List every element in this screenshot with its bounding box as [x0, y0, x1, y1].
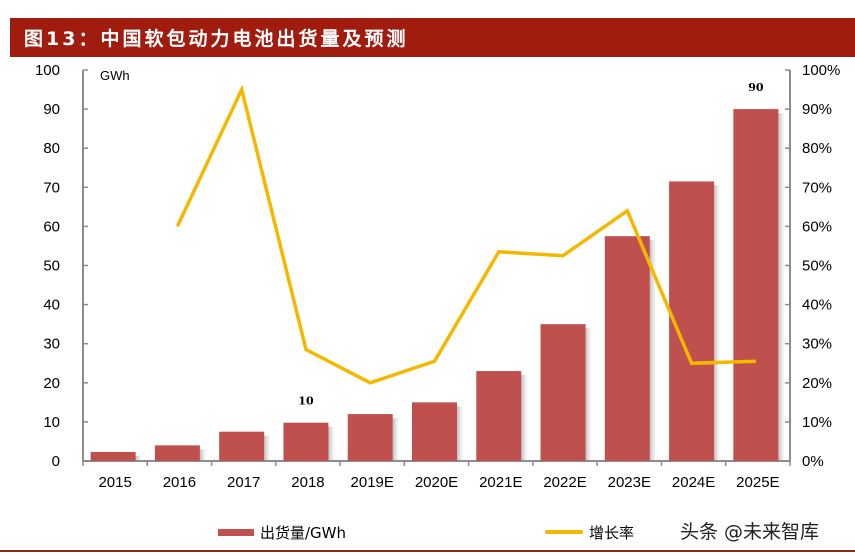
chart-title: 图13：中国软包动力电池出货量及预测: [24, 28, 409, 50]
x-axis-tick-label: 2017: [227, 474, 260, 491]
x-axis-tick-label: 2016: [163, 474, 196, 491]
chart-canvas: 0 10 20 30 40 50 60 70 80 90 100 GWh 0% 10% 20% 30% 40% 5…: [35, 62, 840, 491]
right-axis-tick-label: 30%: [802, 336, 832, 353]
bar-2016: [154, 445, 200, 461]
x-axis-tick-label: 2022E: [543, 474, 586, 491]
bar-2022E: [540, 324, 586, 461]
x-axis-tick-label: 2019E: [351, 474, 394, 491]
x-axis-tick-label: 2023E: [608, 474, 651, 491]
left-axis-tick-label: 90: [43, 101, 60, 118]
right-axis-tick-label: 60%: [802, 218, 832, 235]
bar-2025E: [733, 109, 779, 461]
title-bar: 图13：中国软包动力电池出货量及预测: [10, 18, 855, 57]
left-axis-tick-label: 10: [43, 414, 60, 431]
right-axis-tick-label: 80%: [802, 140, 832, 157]
x-axis-tick-label: 2018: [291, 474, 324, 491]
legend-label-growth: 增长率: [589, 523, 635, 542]
right-axis-tick-label: 0%: [802, 453, 824, 470]
right-axis-tick-label: 10%: [802, 414, 832, 431]
data-label: 10: [298, 395, 314, 408]
left-axis-tick-label: 30: [43, 336, 60, 353]
x-axis-tick-label: 2024E: [672, 474, 715, 491]
line-swatch-icon: [545, 530, 583, 534]
right-axis-tick-label: 90%: [802, 101, 832, 118]
x-axis-tick-label: 2020E: [415, 474, 458, 491]
left-axis-tick-label: 70: [43, 179, 60, 196]
left-axis-tick-label: 60: [43, 218, 60, 235]
watermark: 头条 @未来智库: [680, 521, 820, 543]
bar-2021E: [476, 371, 522, 461]
x-axis-tick-label: 2015: [98, 474, 131, 491]
right-axis-tick-label: 20%: [802, 375, 832, 392]
data-label: 90: [748, 81, 764, 94]
legend-item-growth: 增长率: [545, 520, 634, 544]
bar-2015: [90, 452, 136, 461]
x-axis-tick-label: 2021E: [479, 474, 522, 491]
right-axis-tick-label: 40%: [802, 297, 832, 314]
left-axis-tick-label: 40: [43, 297, 60, 314]
left-axis-unit: GWh: [100, 68, 130, 83]
bar-swatch-icon: [218, 528, 254, 536]
bottom-divider: [0, 550, 855, 552]
bar-2017: [219, 431, 265, 461]
left-axis-tick-label: 0: [52, 453, 60, 470]
right-axis-tick-label: 70%: [802, 179, 832, 196]
bar-2024E: [669, 181, 715, 461]
growth-rate-line: [175, 84, 756, 385]
bar-2020E: [412, 402, 457, 461]
left-axis-tick-label: 80: [43, 140, 60, 157]
x-axis-tick-label: 2025E: [736, 474, 779, 491]
left-axis-tick-label: 20: [43, 375, 60, 392]
right-axis-tick-label: 50%: [802, 258, 832, 275]
left-axis-tick-label: 50: [43, 258, 60, 275]
legend-item-shipments: 出货量/GWh: [218, 520, 346, 544]
legend-label-shipments: 出货量/GWh: [260, 523, 347, 542]
bar-2023E: [604, 236, 650, 461]
bar-2018: [283, 422, 329, 461]
bar-2019E: [347, 414, 393, 461]
left-axis-tick-label: 100: [35, 62, 60, 79]
right-axis-tick-label: 100%: [802, 62, 840, 79]
